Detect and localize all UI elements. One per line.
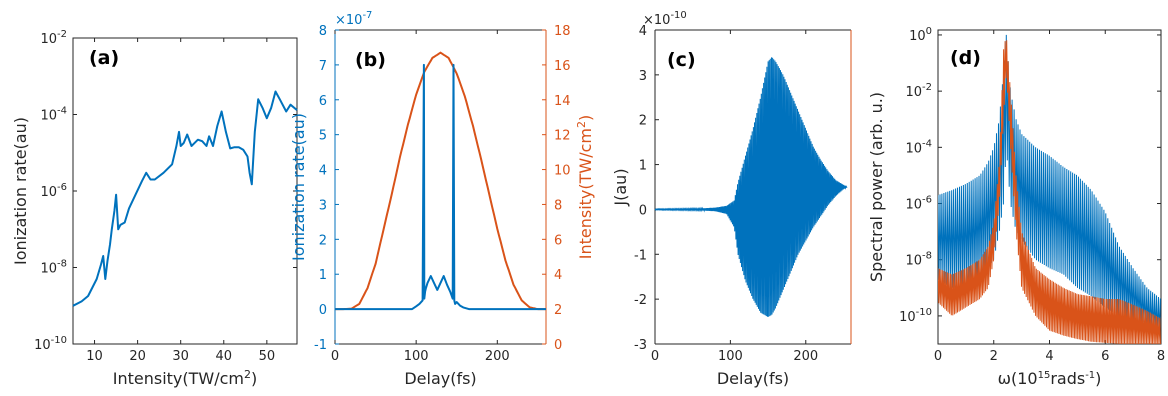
x-tick-label: 0 bbox=[934, 349, 942, 364]
x-tick-label: 0 bbox=[651, 349, 659, 364]
x-tick-label: 4 bbox=[1045, 349, 1053, 364]
x-tick-label: 100 bbox=[404, 349, 429, 364]
series-line-current bbox=[654, 57, 848, 317]
y-tick-label: 10-10 bbox=[34, 335, 67, 353]
x-tick-label: 200 bbox=[793, 349, 818, 364]
left-y-tick-label: 5 bbox=[319, 129, 327, 144]
y-tick-label: 0 bbox=[639, 203, 647, 218]
left-y-tick-label: 6 bbox=[319, 94, 327, 109]
right-y-tick-label: 16 bbox=[554, 59, 571, 74]
left-y-tick-label: 2 bbox=[319, 233, 327, 248]
x-tick-label: 8 bbox=[1157, 349, 1165, 364]
right-y-tick-label: 6 bbox=[554, 233, 562, 248]
series-line-spectrum-blue bbox=[938, 34, 1161, 336]
y-tick-label: -3 bbox=[634, 338, 647, 353]
x-tick-label: 0 bbox=[331, 349, 339, 364]
y-tick-label: 100 bbox=[909, 26, 932, 44]
y-tick-label: 4 bbox=[639, 24, 647, 39]
x-tick-label: 50 bbox=[259, 349, 276, 364]
right-y-tick-label: 10 bbox=[554, 164, 571, 179]
y-tick-label: 10-10 bbox=[899, 307, 932, 325]
left-y-axis-label: Ionization rate(au) bbox=[289, 113, 308, 261]
left-y-tick-label: 1 bbox=[319, 268, 327, 283]
x-tick-label: 200 bbox=[485, 349, 510, 364]
right-y-tick-label: 12 bbox=[554, 129, 571, 144]
panel-a: 10 20 30 40 50 10-10 10-8 10-6 10-4 10-2 Intensity… bbox=[11, 29, 298, 388]
y-tick-label: 1 bbox=[639, 159, 647, 174]
panel-a-axes bbox=[72, 37, 298, 345]
panel-d: 0 2 4 6 8 10-10 10-8 10-6 10-4 10-2 100 ω(1015rads-… bbox=[867, 26, 1165, 388]
y-tick-label: 10-8 bbox=[905, 251, 932, 269]
x-tick-label: 40 bbox=[215, 349, 232, 364]
x-tick-label: 2 bbox=[990, 349, 998, 364]
series-line-intensity bbox=[335, 51, 546, 311]
series-line-ionization-rate bbox=[72, 90, 298, 307]
y-tick-label: -2 bbox=[634, 293, 647, 308]
x-axis-label: Delay(fs) bbox=[717, 369, 789, 388]
x-tick-label: 30 bbox=[172, 349, 189, 364]
x-axis-label: Delay(fs) bbox=[404, 369, 476, 388]
y-tick-label: 10-6 bbox=[40, 182, 67, 200]
x-tick-label: 100 bbox=[718, 349, 743, 364]
panel-c: 0 100 200 -3 -2 -1 0 1 2 3 4×10-10 Delay(fs) J(au) (c… bbox=[611, 10, 852, 388]
y-tick-label: -1 bbox=[634, 248, 647, 263]
right-y-tick-label: 18 bbox=[554, 24, 571, 39]
x-axis-label: ω(1015rads-1) bbox=[998, 369, 1102, 388]
panel-label: (c) bbox=[667, 49, 696, 71]
left-y-tick-label: 7 bbox=[319, 59, 327, 74]
left-axis-multiplier: ×10-7 bbox=[335, 10, 372, 28]
y-axis-label: Spectral power (arb. u.) bbox=[867, 92, 886, 282]
left-y-tick-label: 3 bbox=[319, 198, 327, 213]
y-axis-label: Ionization rate(au) bbox=[11, 117, 30, 265]
panel-label: (a) bbox=[89, 47, 119, 69]
series-line-spectrum-orange bbox=[938, 40, 1161, 344]
left-y-tick-label: -1 bbox=[314, 338, 327, 353]
right-y-tick-label: 14 bbox=[554, 94, 571, 109]
panel-b: 0 100 200-1012345678024681012141618×10-7De… bbox=[289, 10, 595, 388]
panel-label: (d) bbox=[950, 47, 981, 69]
y-axis-label: J(au) bbox=[611, 168, 630, 206]
y-tick-label: 10-6 bbox=[905, 195, 932, 213]
right-y-axis-label: Intensity(TW/cm2) bbox=[575, 115, 595, 260]
left-y-tick-label: 8 bbox=[319, 24, 327, 39]
y-tick-label: 10-2 bbox=[905, 82, 932, 100]
left-y-tick-label: 4 bbox=[319, 164, 327, 179]
y-tick-label: 10-8 bbox=[40, 259, 67, 277]
y-tick-label: 10-2 bbox=[40, 29, 67, 47]
y-tick-label: 3 bbox=[639, 69, 647, 84]
y-tick-label: 10-4 bbox=[905, 138, 932, 156]
y-tick-label: 2 bbox=[639, 114, 647, 129]
axis-multiplier: ×10-10 bbox=[643, 10, 687, 28]
right-y-tick-label: 4 bbox=[554, 268, 562, 283]
right-y-tick-label: 2 bbox=[554, 303, 562, 318]
x-axis-label: Intensity(TW/cm2) bbox=[113, 368, 258, 388]
x-tick-label: 6 bbox=[1101, 349, 1109, 364]
series-line-ionization-rate bbox=[335, 63, 546, 311]
right-y-tick-label: 0 bbox=[554, 338, 562, 353]
right-y-tick-label: 8 bbox=[554, 198, 562, 213]
panel-label: (b) bbox=[355, 49, 386, 71]
left-y-tick-label: 0 bbox=[319, 303, 327, 318]
x-tick-label: 20 bbox=[129, 349, 146, 364]
x-tick-label: 10 bbox=[86, 349, 103, 364]
y-tick-label: 10-4 bbox=[40, 106, 67, 124]
